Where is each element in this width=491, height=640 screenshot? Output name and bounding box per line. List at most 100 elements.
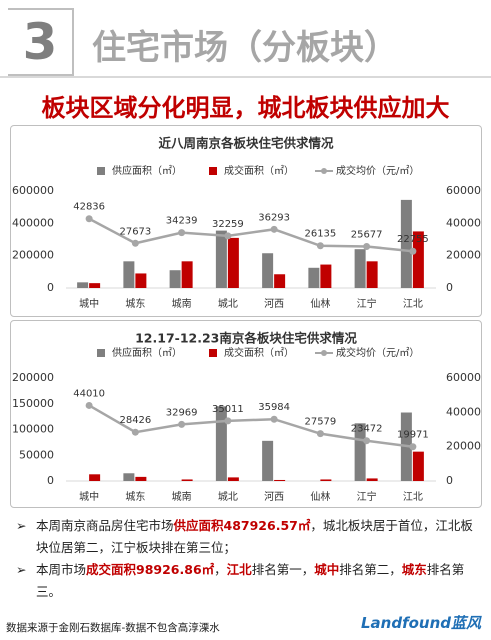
bullet-text: 排名第二， [339, 562, 402, 577]
bar [181, 261, 193, 288]
data-label: 25677 [351, 229, 383, 240]
y-tick-label: 200000 [12, 371, 54, 384]
x-tick-label: 河西 [264, 491, 284, 503]
y-tick-label: 100000 [12, 423, 54, 436]
data-label: 36293 [258, 212, 290, 223]
headline: 板块区域分化明显，城北板块供应加大 [41, 94, 450, 122]
x-tick-label: 城中 [79, 490, 99, 503]
bar [274, 274, 286, 288]
line-marker [85, 215, 93, 223]
source-note: 数据来源于金刚石数据库-数据不包含高淳溧水 [6, 622, 220, 634]
data-label: 27579 [304, 417, 336, 428]
bullet-text: 排名第一， [251, 562, 315, 577]
bar [181, 479, 193, 481]
x-tick-label: 仙林 [310, 490, 330, 503]
bar [77, 282, 89, 288]
chart: 近八周南京各板块住宅供求情况 0 200000 400000 600000 0 20000 4… [10, 125, 482, 317]
bar [320, 264, 332, 288]
data-label: 28426 [119, 415, 151, 426]
legend-label: 成交均价（元/㎡） [336, 164, 419, 177]
x-tick-label: 城东 [125, 297, 145, 310]
x-tick-label: 城南 [172, 490, 192, 503]
bar [215, 230, 227, 288]
x-tick-label: 江宁 [357, 490, 377, 503]
bar [366, 261, 378, 288]
chart-title: 近八周南京各板块住宅供求情况 [158, 136, 334, 151]
bullet-text: ， [214, 562, 227, 577]
data-label: 44010 [73, 388, 105, 399]
legend-label: 成交面积（㎡） [224, 346, 294, 359]
y2-tick-label: 0 [446, 281, 453, 294]
bullet: 本周市场成交面积98926.86㎡，江北排名第一，城中排名第二，城东排名第三。 [14, 559, 479, 603]
x-tick-label: 城北 [218, 298, 238, 310]
bar [123, 261, 135, 288]
legend-swatch [209, 349, 217, 357]
line-marker [224, 417, 232, 425]
y2-tick-label: 0 [446, 474, 453, 487]
bar [412, 451, 424, 481]
bar [274, 479, 286, 481]
bullet-text: 城东 [401, 562, 427, 577]
section-number: 3 [8, 8, 74, 76]
bullet-text: ，城北板块居于首位，江北板块位居第二，江宁板块排在第三位； [36, 518, 473, 555]
bar [366, 478, 378, 481]
bullet-text: 排名第三。 [36, 562, 465, 599]
chart: 12.17-12.23南京各板块住宅供求情况 0 50000 100000 150000… [10, 320, 482, 508]
legend-swatch [97, 167, 105, 175]
y2-tick-label: 60000 [446, 371, 481, 384]
line-marker [409, 443, 417, 451]
y2-tick-label: 20000 [446, 249, 481, 262]
bullet-text: 本周南京商品房住宅市场 [36, 518, 174, 533]
x-tick-label: 城中 [79, 297, 99, 310]
bar [308, 267, 320, 288]
bullet-text: 本周市场 [36, 562, 87, 577]
bar [135, 273, 147, 288]
data-label: 32259 [212, 219, 244, 230]
y-tick-label: 600000 [12, 184, 54, 197]
data-label: 19971 [397, 430, 429, 441]
y-tick-label: 150000 [12, 397, 54, 410]
x-tick-label: 河西 [264, 298, 284, 310]
legend-label: 供应面积（㎡） [112, 164, 182, 177]
bullet: 本周南京商品房住宅市场供应面积487926.57㎡，城北板块居于首位，江北板块位… [14, 515, 479, 559]
line-marker [316, 430, 324, 438]
chart-title: 12.17-12.23南京各板块住宅供求情况 [135, 331, 357, 346]
bullet-text: 城中 [314, 562, 340, 577]
legend-swatch [209, 167, 217, 175]
data-label: 27673 [119, 226, 151, 237]
bar [227, 237, 239, 288]
line-marker [270, 225, 278, 233]
y-tick-label: 400000 [12, 216, 54, 229]
x-tick-label: 江宁 [357, 297, 377, 310]
line [88, 217, 414, 253]
line-marker [270, 415, 278, 423]
x-tick-label: 仙林 [310, 297, 330, 310]
line-marker [131, 239, 139, 247]
x-tick-label: 城南 [172, 297, 192, 310]
logo: Landfound蓝风 [360, 614, 481, 632]
legend-marker [321, 168, 327, 174]
y-tick-label: 0 [47, 281, 54, 294]
y2-tick-label: 40000 [446, 216, 481, 229]
bar [354, 423, 366, 481]
x-tick-label: 江北 [403, 491, 423, 503]
x-tick-label: 城北 [218, 491, 238, 503]
y2-tick-label: 20000 [446, 440, 481, 453]
line [88, 404, 414, 448]
x-tick-label: 城东 [125, 490, 145, 503]
bar [89, 474, 101, 481]
bar [262, 253, 274, 288]
line-marker [131, 428, 139, 436]
y2-tick-label: 40000 [446, 405, 481, 418]
bar [227, 477, 239, 481]
bar [123, 473, 135, 481]
bar [135, 476, 147, 481]
bar [400, 199, 412, 288]
y2-tick-label: 60000 [446, 184, 481, 197]
bar [354, 249, 366, 288]
data-label: 34239 [166, 216, 198, 227]
y-tick-label: 0 [47, 474, 54, 487]
data-label: 35011 [212, 404, 244, 415]
legend-label: 成交面积（㎡） [224, 164, 294, 177]
